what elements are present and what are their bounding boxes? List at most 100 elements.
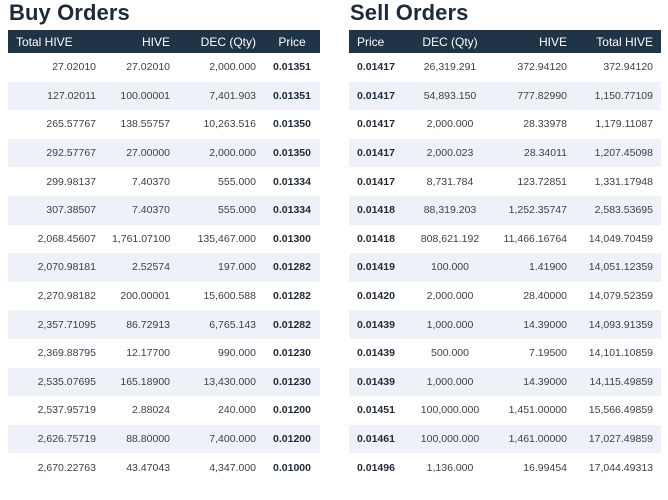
sell-cell-hive: 1.41900	[529, 261, 567, 274]
sell-order-row[interactable]: 0.01420 2,000.000 28.40000 14,079.52359	[349, 282, 661, 311]
buy-order-row[interactable]: 2,270.98182 200.00001 15,600.588 0.01282	[8, 282, 320, 311]
sell-cell-hive: 14.39000	[523, 318, 567, 331]
sell-cell-price: 0.01419	[357, 261, 395, 274]
sell-header-total-hive[interactable]: Total HIVE	[596, 34, 653, 49]
buy-cell-price: 0.01282	[273, 318, 311, 331]
sell-cell-hive: 7.19500	[529, 347, 567, 360]
buy-order-row[interactable]: 2,357.71095 86.72913 6,765.143 0.01282	[8, 310, 320, 339]
sell-header-price[interactable]: Price	[357, 34, 385, 49]
buy-cell-dec-qty: 13,430.000	[203, 375, 256, 388]
sell-order-row[interactable]: 0.01439 1,000.000 14.39000 14,115.49859	[349, 367, 661, 397]
buy-order-row[interactable]: 2,070.98181 2.52574 197.000 0.01282	[8, 253, 320, 282]
sell-cell-dec-qty: 88,319.203	[423, 204, 477, 217]
sell-cell-dec-qty: 2,000.000	[426, 118, 474, 131]
buy-orders-header-row: Total HIVE HIVE DEC (Qty) Price	[8, 30, 320, 53]
buy-cell-total-hive: 265.57767	[46, 118, 96, 131]
sell-cell-total-hive: 1,331.17948	[594, 175, 653, 188]
buy-header-hive[interactable]: HIVE	[141, 34, 170, 49]
buy-order-row[interactable]: 292.57767 27.00000 2,000.000 0.01350	[8, 138, 320, 168]
buy-order-row[interactable]: 307.38507 7.40370 555.000 0.01334	[8, 195, 320, 225]
buy-cell-dec-qty: 2,000.000	[209, 147, 256, 160]
sell-order-row[interactable]: 0.01439 500.000 7.19500 14,101.10859	[349, 339, 661, 368]
buy-cell-hive: 86.72913	[126, 318, 170, 331]
sell-cell-total-hive: 14,049.70459	[588, 232, 653, 245]
buy-cell-dec-qty: 2,000.000	[209, 61, 256, 74]
buy-order-row[interactable]: 27.02010 27.02010 2,000.000 0.01351	[8, 53, 320, 82]
buy-cell-dec-qty: 555.000	[218, 175, 256, 188]
sell-cell-hive: 1,461.00000	[508, 433, 567, 446]
sell-cell-dec-qty: 1,136.000	[426, 461, 474, 474]
sell-cell-price: 0.01461	[357, 433, 395, 446]
buy-order-row[interactable]: 299.98137 7.40370 555.000 0.01334	[8, 167, 320, 196]
buy-cell-hive: 100.00001	[120, 89, 170, 102]
buy-orders-panel: Buy Orders Total HIVE HIVE DEC (Qty) Pri…	[8, 0, 320, 482]
buy-cell-hive: 2.52574	[132, 261, 170, 274]
sell-order-row[interactable]: 0.01417 26,319.291 372.94120 372.94120	[349, 53, 661, 82]
sell-orders-body: 0.01417 26,319.291 372.94120 372.94120 0.014…	[349, 53, 661, 482]
sell-order-row[interactable]: 0.01417 2,000.000 28.33978 1,179.11087	[349, 110, 661, 139]
sell-cell-total-hive: 14,101.10859	[588, 347, 653, 360]
buy-cell-dec-qty: 555.000	[218, 204, 256, 217]
buy-cell-price: 0.01350	[273, 147, 311, 160]
buy-order-row[interactable]: 2,537.95719 2.88024 240.000 0.01200	[8, 396, 320, 425]
buy-cell-price: 0.01282	[273, 261, 311, 274]
buy-order-row[interactable]: 2,626.75719 88.80000 7,400.000 0.01200	[8, 424, 320, 454]
sell-cell-dec-qty: 26,319.291	[423, 61, 477, 74]
buy-order-row[interactable]: 265.57767 138.55757 10,263.516 0.01350	[8, 110, 320, 139]
buy-cell-dec-qty: 7,401.903	[209, 89, 256, 102]
sell-cell-total-hive: 14,079.52359	[588, 290, 653, 303]
sell-cell-hive: 1,252.35747	[508, 204, 567, 217]
sell-order-row[interactable]: 0.01417 2,000.023 28.34011 1,207.45098	[349, 138, 661, 168]
buy-cell-dec-qty: 10,263.516	[203, 118, 256, 131]
buy-cell-total-hive: 307.38507	[46, 204, 96, 217]
buy-cell-price: 0.01351	[273, 89, 311, 102]
buy-cell-price: 0.01334	[273, 175, 311, 188]
buy-cell-dec-qty: 4,347.000	[209, 461, 256, 474]
sell-order-row[interactable]: 0.01439 1,000.000 14.39000 14,093.91359	[349, 310, 661, 339]
sell-cell-price: 0.01439	[357, 347, 395, 360]
sell-cell-price: 0.01417	[357, 147, 395, 160]
sell-order-row[interactable]: 0.01461 100,000.000 1,461.00000 17,027.4985…	[349, 424, 661, 454]
sell-order-row[interactable]: 0.01418 88,319.203 1,252.35747 2,583.53695	[349, 195, 661, 225]
buy-order-row[interactable]: 2,068.45607 1,761.07100 135,467.000 0.01300	[8, 225, 320, 254]
sell-cell-dec-qty: 8,731.784	[426, 175, 474, 188]
buy-cell-total-hive: 127.02011	[47, 89, 96, 102]
sell-cell-dec-qty: 808,621.192	[420, 232, 480, 245]
sell-header-dec-qty[interactable]: DEC (Qty)	[422, 34, 478, 49]
buy-cell-price: 0.01200	[273, 433, 311, 446]
sell-orders-table: Price DEC (Qty) HIVE Total HIVE 0.01417 2…	[349, 30, 661, 482]
buy-order-row[interactable]: 2,535.07695 165.18900 13,430.000 0.01230	[8, 367, 320, 397]
sell-order-row[interactable]: 0.01418 808,621.192 11,466.16764 14,049.704…	[349, 225, 661, 254]
buy-cell-total-hive: 2,537.95719	[37, 404, 96, 417]
sell-cell-total-hive: 1,179.11087	[595, 118, 653, 131]
sell-order-row[interactable]: 0.01417 54,893.150 777.82990 1,150.77109	[349, 81, 661, 111]
sell-header-hive[interactable]: HIVE	[538, 34, 567, 49]
sell-cell-total-hive: 1,150.77109	[594, 89, 653, 102]
buy-cell-hive: 200.00001	[120, 290, 170, 303]
buy-cell-hive: 7.40370	[132, 175, 170, 188]
sell-order-row[interactable]: 0.01496 1,136.000 16.99454 17,044.49313	[349, 453, 661, 482]
buy-cell-total-hive: 2,068.45607	[37, 232, 96, 245]
buy-order-row[interactable]: 2,369.88795 12.17700 990.000 0.01230	[8, 339, 320, 368]
buy-order-row[interactable]: 127.02011 100.00001 7,401.903 0.01351	[8, 81, 320, 111]
buy-orders-title: Buy Orders	[9, 0, 130, 25]
sell-cell-price: 0.01451	[357, 404, 395, 417]
sell-cell-price: 0.01417	[357, 118, 395, 131]
sell-cell-hive: 1,451.00000	[508, 404, 567, 417]
sell-cell-total-hive: 14,115.49859	[589, 375, 653, 388]
sell-cell-price: 0.01439	[357, 318, 395, 331]
buy-order-row[interactable]: 2,670.22763 43.47043 4,347.000 0.01000	[8, 453, 320, 482]
sell-cell-total-hive: 14,093.91359	[588, 318, 653, 331]
buy-header-total-hive[interactable]: Total HIVE	[16, 34, 73, 49]
buy-cell-hive: 138.55757	[120, 118, 170, 131]
sell-cell-hive: 123.72851	[517, 175, 567, 188]
sell-order-row[interactable]: 0.01451 100,000.000 1,451.00000 15,566.4985…	[349, 396, 661, 425]
sell-cell-price: 0.01439	[357, 375, 395, 388]
buy-cell-price: 0.01200	[273, 404, 311, 417]
sell-orders-title: Sell Orders	[350, 0, 469, 25]
sell-order-row[interactable]: 0.01419 100.000 1.41900 14,051.12359	[349, 253, 661, 282]
buy-header-dec-qty[interactable]: DEC (Qty)	[200, 34, 256, 49]
buy-header-price[interactable]: Price	[278, 34, 306, 49]
sell-order-row[interactable]: 0.01417 8,731.784 123.72851 1,331.17948	[349, 167, 661, 196]
sell-cell-hive: 14.39000	[523, 375, 567, 388]
